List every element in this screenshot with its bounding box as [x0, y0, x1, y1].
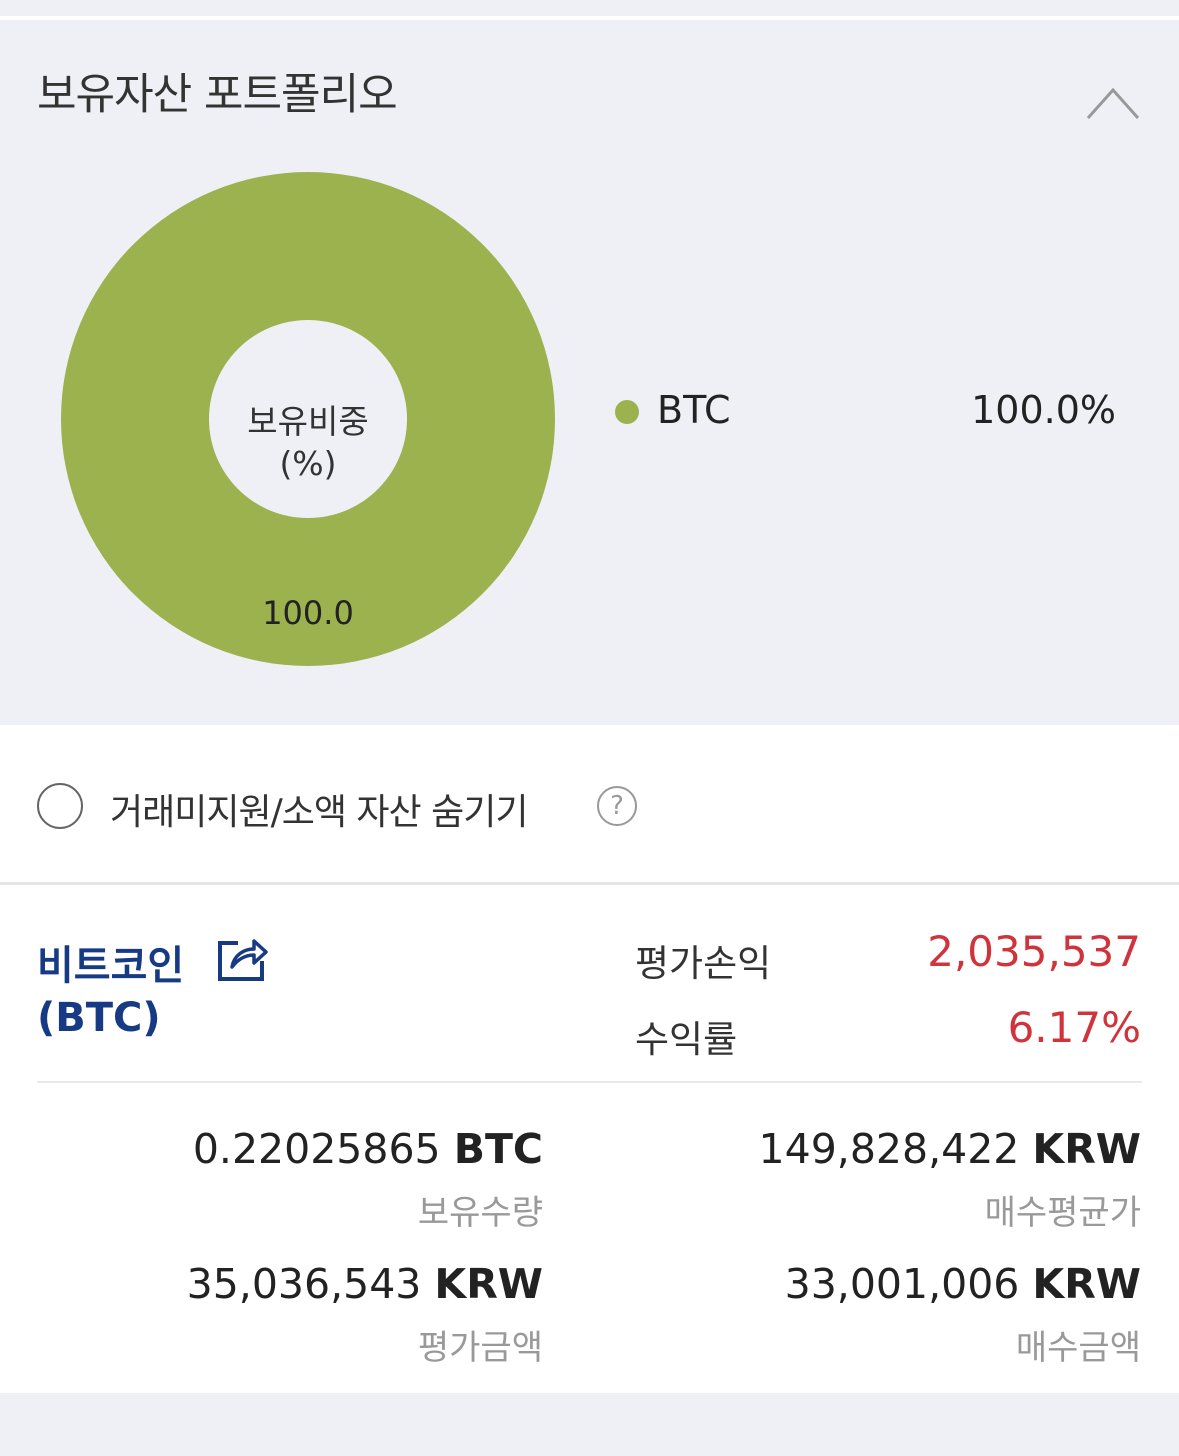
holding-quantity: 0.22025865 BTC	[193, 1125, 543, 1173]
portfolio-title: 보유자산 포트폴리오	[37, 70, 398, 120]
share-icon	[218, 939, 268, 981]
divider	[37, 1081, 1142, 1083]
stat-value: 35,036,543	[186, 1260, 422, 1308]
asset-card-btc: 비트코인 (BTC) 평가손익 2,035,537 수익률 6.17% 0.22…	[0, 885, 1179, 1393]
holding-quantity-label: 보유수량	[417, 1193, 543, 1233]
donut-center-label-2: (%)	[279, 444, 336, 483]
profit-label: 평가손익	[635, 942, 772, 985]
buy-amount: 33,001,006 KRW	[785, 1260, 1141, 1308]
legend-name-btc: BTC	[657, 388, 731, 432]
profit-value: 2,035,537	[927, 927, 1141, 976]
avg-buy-price-label: 매수평균가	[984, 1193, 1141, 1233]
rate-value: 6.17%	[1007, 1003, 1141, 1052]
divider	[0, 882, 1179, 885]
avg-buy-price: 149,828,422 KRW	[759, 1125, 1141, 1173]
stat-value: 149,828,422	[758, 1125, 1020, 1173]
stat-unit: KRW	[434, 1260, 543, 1308]
hide-small-assets-label[interactable]: 거래미지원/소액 자산 숨기기	[110, 792, 528, 833]
chevron-up-icon	[1086, 87, 1140, 119]
coin-symbol: (BTC)	[37, 995, 161, 1041]
bottom-strip	[0, 1393, 1179, 1456]
legend-dot-btc	[615, 400, 639, 424]
donut-chart: 보유비중 (%) 100.0	[61, 172, 555, 666]
collapse-button[interactable]	[1086, 86, 1140, 120]
stat-unit: KRW	[1032, 1260, 1141, 1308]
valuation-amount-label: 평가금액	[417, 1328, 543, 1368]
donut-center-label-1: 보유비중	[247, 402, 368, 441]
legend-value-btc: 100.0%	[971, 388, 1116, 432]
valuation-amount: 35,036,543 KRW	[187, 1260, 543, 1308]
question-circle-icon[interactable]: ?	[597, 786, 637, 826]
hide-small-assets-radio[interactable]	[37, 783, 83, 829]
top-strip	[0, 0, 1179, 16]
buy-amount-label: 매수금액	[1015, 1328, 1141, 1368]
stat-value: 33,001,006	[784, 1260, 1020, 1308]
rate-label: 수익률	[635, 1018, 738, 1061]
share-button[interactable]	[216, 935, 268, 987]
section-divider	[0, 16, 1179, 20]
donut-slice-btc	[61, 172, 555, 666]
stat-unit: KRW	[1032, 1125, 1141, 1173]
slice-label: 100.0	[262, 594, 354, 632]
stat-value: 0.22025865	[192, 1125, 441, 1173]
coin-name[interactable]: 비트코인	[37, 943, 185, 989]
portfolio-section: 보유자산 포트폴리오 보유비중 (%) 100.0 BTC 100.0%	[0, 20, 1179, 725]
stat-unit: BTC	[453, 1125, 543, 1173]
hide-small-assets-row: 거래미지원/소액 자산 숨기기 ?	[0, 725, 1179, 882]
